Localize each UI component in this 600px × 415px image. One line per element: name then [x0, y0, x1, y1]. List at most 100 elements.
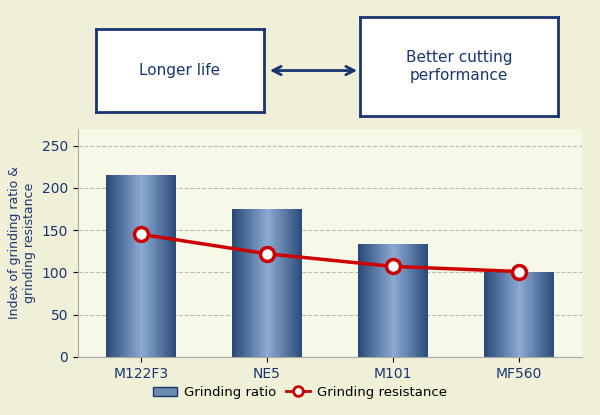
Bar: [298, 209, 299, 357]
Bar: [499, 272, 500, 357]
Bar: [112, 175, 113, 357]
Bar: [269, 209, 271, 357]
Bar: [242, 209, 243, 357]
Bar: [287, 209, 288, 357]
Bar: [395, 244, 397, 357]
Bar: [276, 209, 277, 357]
Bar: [510, 272, 511, 357]
Bar: [491, 272, 493, 357]
Bar: [293, 209, 295, 357]
Bar: [274, 209, 275, 357]
Bar: [402, 244, 403, 357]
Bar: [362, 244, 363, 357]
Bar: [527, 272, 528, 357]
Bar: [418, 244, 419, 357]
Bar: [149, 175, 150, 357]
Bar: [127, 175, 128, 357]
Bar: [488, 272, 489, 357]
Bar: [511, 272, 512, 357]
Bar: [370, 244, 371, 357]
Bar: [122, 175, 124, 357]
Bar: [398, 244, 399, 357]
Bar: [278, 209, 280, 357]
Bar: [508, 272, 509, 357]
Bar: [380, 244, 382, 357]
Bar: [489, 272, 490, 357]
Bar: [517, 272, 518, 357]
Bar: [384, 244, 385, 357]
Bar: [532, 272, 533, 357]
Bar: [407, 244, 408, 357]
Bar: [372, 244, 373, 357]
Bar: [267, 209, 268, 357]
Bar: [109, 175, 110, 357]
Bar: [550, 272, 551, 357]
Bar: [116, 175, 117, 357]
Bar: [549, 272, 550, 357]
Y-axis label: Index of grinding ratio &
grinding resistance: Index of grinding ratio & grinding resis…: [8, 166, 37, 319]
Bar: [273, 209, 274, 357]
Bar: [110, 175, 111, 357]
Bar: [548, 272, 549, 357]
Bar: [262, 209, 263, 357]
Bar: [392, 244, 393, 357]
Bar: [500, 272, 502, 357]
Bar: [393, 244, 394, 357]
Bar: [423, 244, 424, 357]
Bar: [487, 272, 488, 357]
Bar: [286, 209, 287, 357]
Bar: [289, 209, 290, 357]
Bar: [538, 272, 539, 357]
Bar: [150, 175, 151, 357]
Bar: [237, 209, 238, 357]
Bar: [132, 175, 133, 357]
Bar: [158, 175, 160, 357]
Bar: [233, 209, 235, 357]
Bar: [509, 272, 510, 357]
Text: Longer life: Longer life: [139, 63, 221, 78]
Bar: [250, 209, 251, 357]
Bar: [413, 244, 414, 357]
Bar: [147, 175, 148, 357]
Bar: [425, 244, 427, 357]
Bar: [416, 244, 417, 357]
Bar: [125, 175, 126, 357]
Bar: [497, 272, 498, 357]
Bar: [490, 272, 491, 357]
Bar: [397, 244, 398, 357]
Bar: [412, 244, 413, 357]
Bar: [504, 272, 505, 357]
Bar: [156, 175, 157, 357]
Bar: [247, 209, 248, 357]
Bar: [419, 244, 421, 357]
Bar: [141, 175, 142, 357]
Bar: [272, 209, 273, 357]
Bar: [239, 209, 241, 357]
Bar: [170, 175, 171, 357]
Bar: [394, 244, 395, 357]
Bar: [529, 272, 530, 357]
Bar: [545, 272, 547, 357]
Bar: [282, 209, 283, 357]
Bar: [296, 209, 297, 357]
Bar: [244, 209, 245, 357]
Bar: [551, 272, 553, 357]
Bar: [265, 209, 266, 357]
Bar: [382, 244, 383, 357]
Bar: [512, 272, 513, 357]
Bar: [424, 244, 425, 357]
Bar: [151, 175, 152, 357]
Bar: [369, 244, 370, 357]
Bar: [503, 272, 504, 357]
Bar: [266, 209, 267, 357]
Bar: [126, 175, 127, 357]
Bar: [246, 209, 247, 357]
Bar: [135, 175, 136, 357]
Bar: [111, 175, 112, 357]
Bar: [513, 272, 514, 357]
Bar: [281, 209, 282, 357]
Bar: [258, 209, 259, 357]
Bar: [506, 272, 508, 357]
Bar: [495, 272, 496, 357]
Bar: [409, 244, 410, 357]
